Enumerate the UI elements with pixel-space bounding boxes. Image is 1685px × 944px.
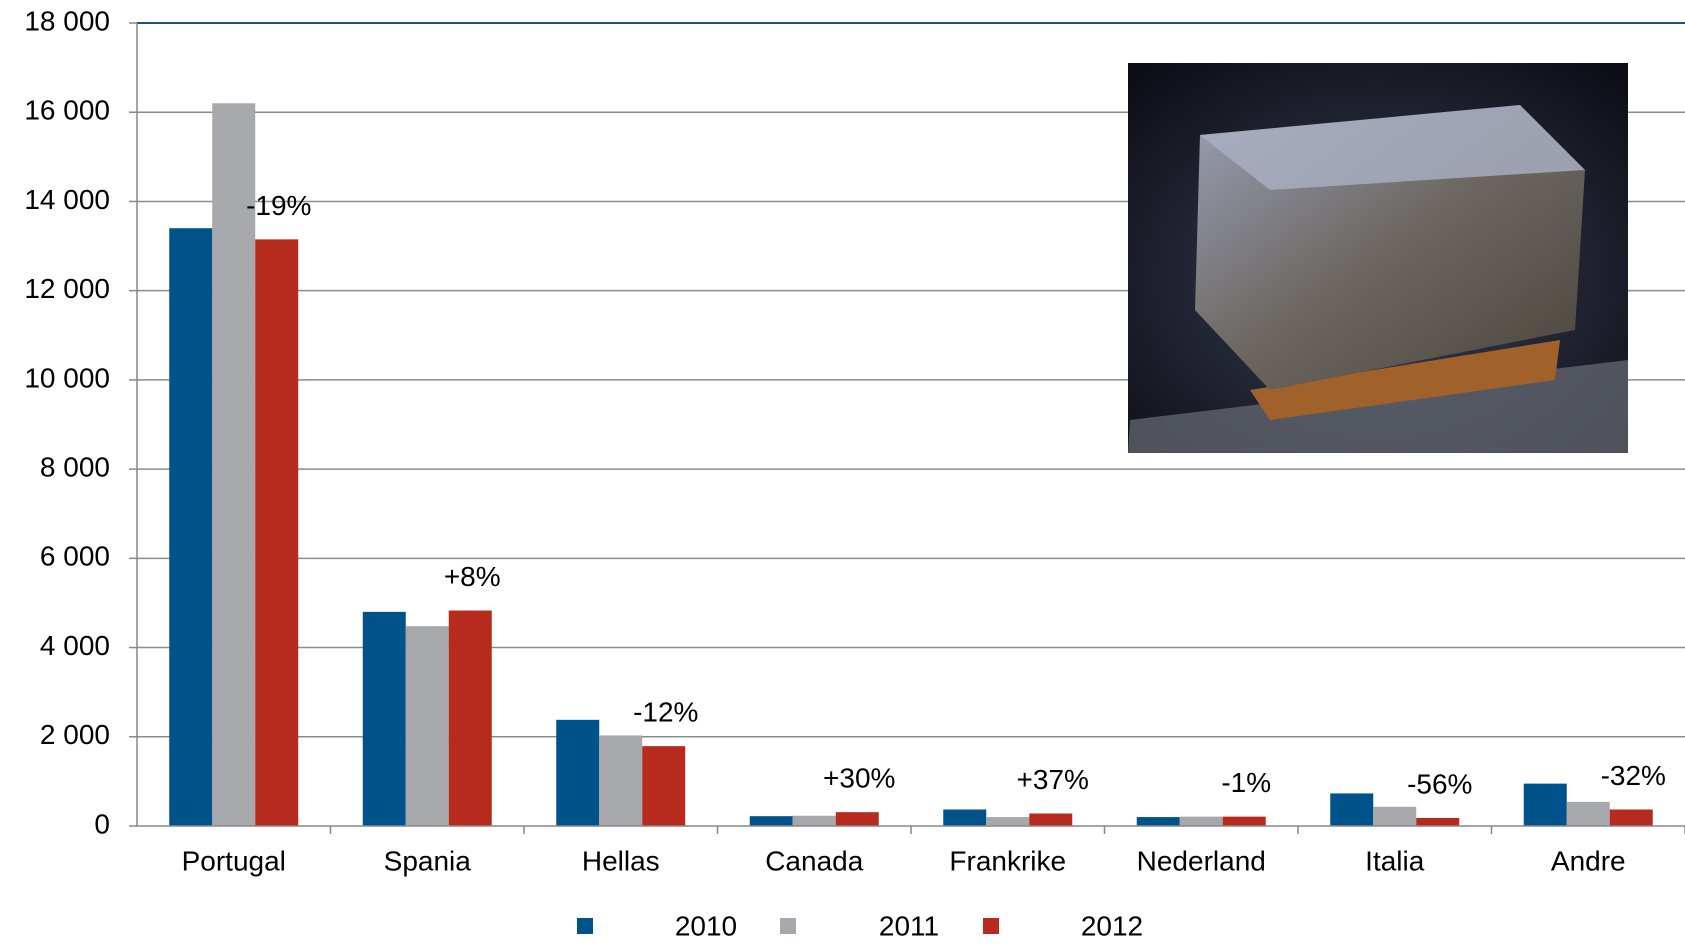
x-tick-label: Andre	[1551, 845, 1626, 876]
x-tick-label: Nederland	[1137, 845, 1266, 876]
legend-label: 2012	[1081, 910, 1143, 941]
bar	[835, 812, 879, 826]
bar	[1029, 813, 1073, 826]
annotation: +30%	[823, 763, 895, 794]
bar	[1416, 817, 1460, 826]
bar	[362, 611, 406, 826]
bar	[212, 103, 256, 827]
y-tick-label: 10 000	[24, 362, 110, 393]
bar	[1222, 816, 1266, 826]
legend-label: 2010	[675, 910, 737, 941]
legend-swatch	[577, 918, 593, 934]
bar	[792, 815, 836, 826]
y-tick-label: 16 000	[24, 95, 110, 126]
bar	[1523, 783, 1567, 826]
y-tick-label: 0	[94, 808, 110, 839]
bar	[448, 610, 492, 826]
plot-area: 0 2 000 4 000 6 000 8 000 10 000 12 000 14 000 1…	[24, 5, 1685, 941]
bar	[1566, 801, 1610, 826]
bar	[749, 816, 793, 826]
bar	[255, 239, 299, 826]
bar	[169, 228, 213, 826]
y-tick-label: 2 000	[40, 719, 110, 750]
y-tick-label: 18 000	[24, 5, 110, 36]
annotation: +8%	[444, 561, 501, 592]
bar	[599, 735, 643, 826]
bar	[405, 626, 449, 826]
annotation: -1%	[1221, 767, 1271, 798]
annotation: -19%	[246, 190, 311, 221]
photo	[1128, 63, 1628, 453]
bar	[642, 746, 686, 826]
x-tick-label: Italia	[1365, 845, 1425, 876]
bar	[1373, 806, 1417, 826]
x-tick-label: Portugal	[182, 845, 286, 876]
y-tick-label: 4 000	[40, 630, 110, 661]
legend-swatch	[780, 918, 796, 934]
legend-swatch	[983, 918, 999, 934]
y-tick-label: 12 000	[24, 273, 110, 304]
y-tick-label: 14 000	[24, 184, 110, 215]
x-tick-label: Frankrike	[949, 845, 1066, 876]
x-tick-label: Canada	[765, 845, 864, 876]
bar	[1609, 809, 1653, 826]
annotation: -32%	[1601, 760, 1666, 791]
bar	[986, 817, 1030, 826]
x-tick-label: Hellas	[582, 845, 660, 876]
bar	[556, 719, 600, 826]
bar	[943, 809, 987, 826]
annotation: +37%	[1017, 764, 1089, 795]
annotation: -12%	[633, 697, 698, 728]
bar	[1330, 793, 1374, 826]
annotation: -56%	[1407, 768, 1472, 799]
bar	[1179, 816, 1223, 826]
legend-label: 2011	[879, 910, 939, 941]
y-tick-label: 8 000	[40, 452, 110, 483]
y-tick-label: 6 000	[40, 541, 110, 572]
bar	[1136, 817, 1180, 826]
x-tick-label: Spania	[384, 845, 472, 876]
